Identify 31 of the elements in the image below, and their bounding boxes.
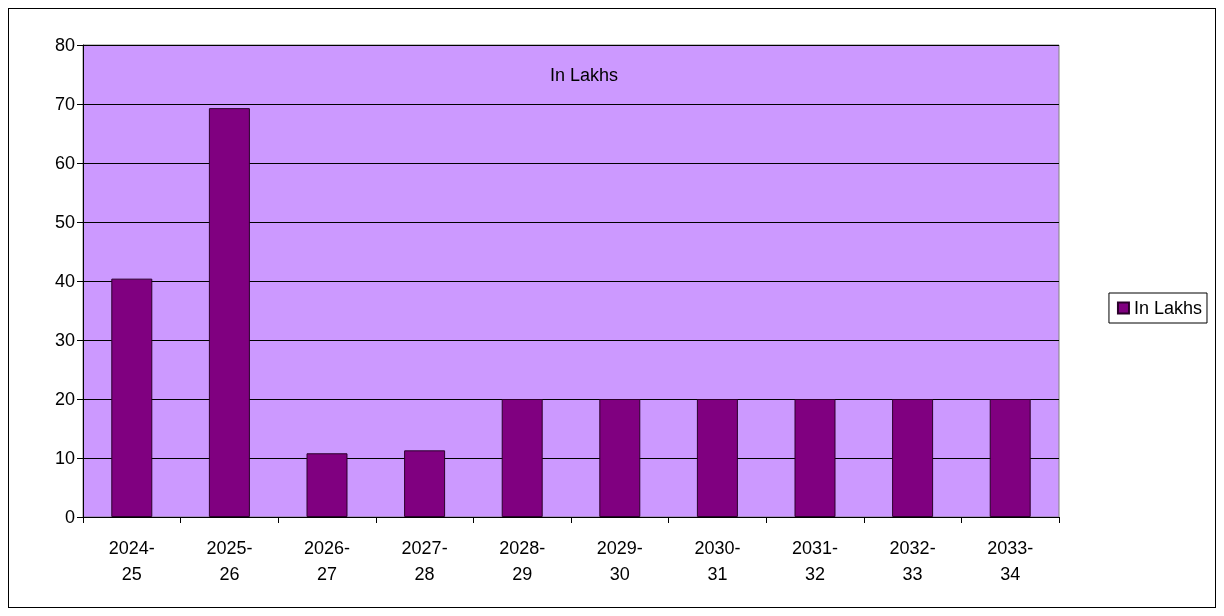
- bar: [501, 399, 543, 517]
- x-tick-label: 2030-31: [694, 538, 741, 584]
- x-tick-label: 2031-32: [791, 538, 839, 584]
- bar: [111, 278, 153, 517]
- y-tick-label: 70: [54, 94, 75, 114]
- y-tick-label: 50: [54, 212, 75, 232]
- bar: [989, 399, 1031, 517]
- x-tick-label: 2032-33: [889, 538, 936, 584]
- legend-label: In Lakhs: [1133, 298, 1202, 318]
- y-tick-label: 80: [54, 35, 75, 55]
- bar: [892, 399, 934, 517]
- x-tick-label: 2029-30: [596, 538, 643, 584]
- bar: [696, 399, 738, 517]
- x-tick-label: 2024-25: [108, 538, 155, 584]
- text: In Lakhs: [549, 65, 619, 85]
- bar: [794, 399, 836, 517]
- y-tick-label: 60: [54, 153, 75, 173]
- y-tick-label: 20: [54, 389, 75, 409]
- y-tick-label: 40: [54, 271, 75, 291]
- y-tick-label: 0: [64, 507, 75, 527]
- bar: [599, 399, 641, 517]
- x-tick-label: 2028-29: [499, 538, 546, 584]
- x-tick-label: 2026-27: [303, 538, 351, 584]
- y-tick-label: 30: [54, 330, 75, 350]
- x-tick-label: 2033-34: [987, 538, 1034, 584]
- bar: [404, 450, 446, 517]
- x-tick-label: 2025-26: [206, 538, 253, 584]
- x-tick-label: 2027-28: [401, 538, 448, 584]
- bar: [306, 453, 348, 517]
- y-tick-label: 10: [54, 448, 75, 468]
- bar: [208, 108, 250, 517]
